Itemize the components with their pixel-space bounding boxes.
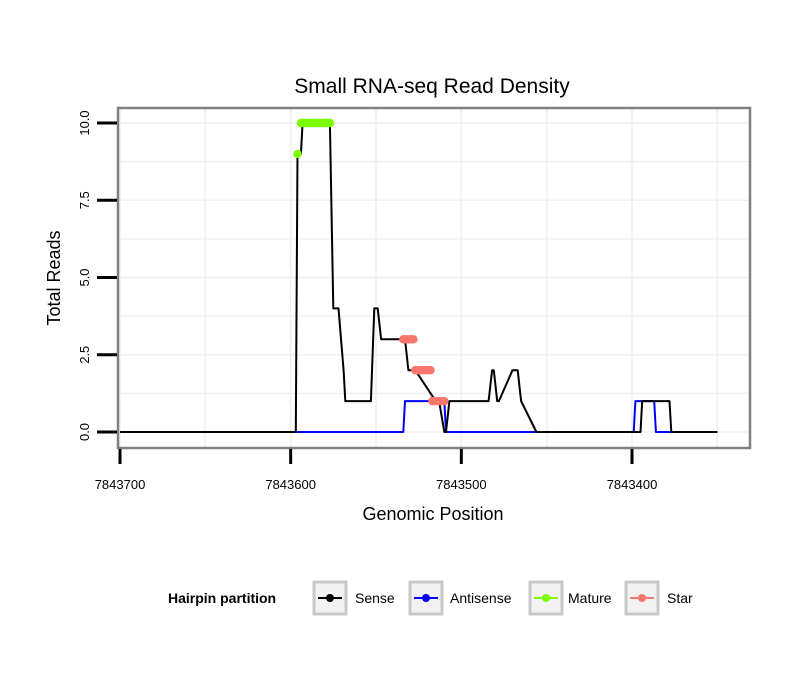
x-tick-label: 7843600 (265, 477, 316, 492)
star-data-point (426, 366, 435, 375)
mature-data-point (325, 118, 335, 128)
antisense-series-line (295, 400, 718, 433)
x-axis-title: Genomic Position (362, 504, 503, 524)
legend-item-sense: Sense (312, 580, 395, 616)
star-data-point (409, 335, 418, 344)
x-tick-label: 7843500 (436, 477, 487, 492)
legend-item-star: Star (624, 580, 693, 616)
x-tick-label: 7843400 (607, 477, 658, 492)
legend-title: Hairpin partition (168, 590, 276, 606)
y-tick-label: 0.0 (77, 423, 92, 441)
y-tick-label: 10.0 (77, 110, 92, 135)
y-tick-label: 7.5 (77, 191, 92, 209)
legend-key-point-antisense (422, 594, 430, 602)
mature-data-point (293, 149, 302, 159)
y-axis-title: Total Reads (44, 230, 64, 325)
x-tick-label: 7843700 (95, 477, 146, 492)
y-tick-label: 2.5 (77, 346, 92, 364)
legend-label-mature: Mature (568, 590, 612, 606)
legend-label-star: Star (667, 590, 693, 606)
plot-panel-border (116, 106, 752, 450)
legend-label-sense: Sense (355, 590, 395, 606)
legend-item-mature: Mature (528, 580, 612, 616)
legend-key-point-star (638, 594, 646, 602)
y-tick-label: 5.0 (77, 268, 92, 286)
legend-label-antisense: Antisense (450, 590, 512, 606)
chart-title: Small RNA-seq Read Density (294, 75, 570, 98)
legend-key-point-mature (542, 594, 550, 602)
star-data-point (440, 396, 449, 406)
legend-key-point-sense (326, 594, 334, 602)
legend-item-antisense: Antisense (408, 580, 512, 616)
legend: Hairpin partition Sense Antisense Mature St… (168, 580, 693, 616)
